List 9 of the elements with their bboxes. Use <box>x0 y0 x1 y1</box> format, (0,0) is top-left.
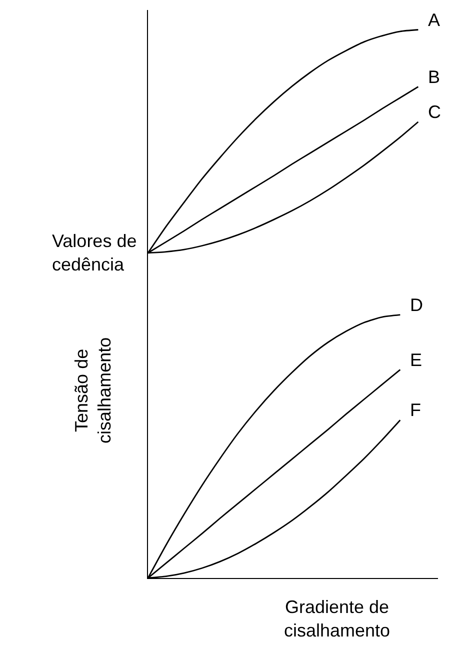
x-axis-title: Gradiente de cisalhamento <box>284 597 390 640</box>
text: Valores de cedência <box>52 231 137 274</box>
series-label: A <box>428 10 440 30</box>
series-label: C <box>428 102 441 122</box>
series-label: D <box>410 295 423 315</box>
series-label: E <box>410 350 422 370</box>
series-label: B <box>428 67 440 87</box>
y-axis-title: Tensão de cisalhamento <box>71 337 115 444</box>
series-label: F <box>410 400 421 420</box>
